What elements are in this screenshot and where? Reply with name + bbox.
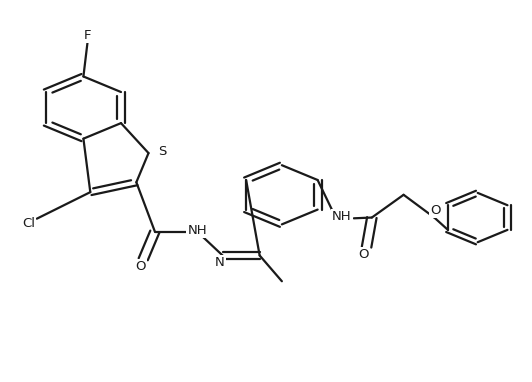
Text: F: F bbox=[84, 29, 92, 42]
Text: NH: NH bbox=[332, 210, 352, 223]
Text: O: O bbox=[430, 204, 440, 217]
Text: NH: NH bbox=[187, 224, 207, 237]
Text: N: N bbox=[215, 256, 225, 269]
Text: S: S bbox=[158, 146, 167, 159]
Text: O: O bbox=[359, 248, 369, 261]
Text: O: O bbox=[135, 261, 146, 274]
Text: Cl: Cl bbox=[22, 217, 36, 230]
